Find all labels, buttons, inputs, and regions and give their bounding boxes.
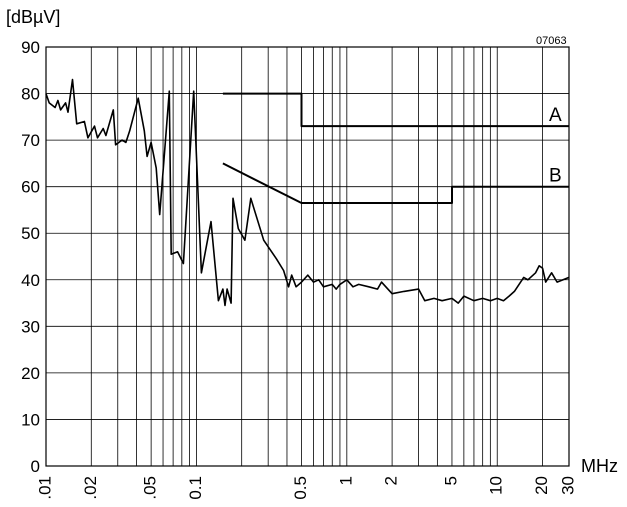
y-tick-label: 90 [21, 38, 40, 57]
x-tick-label: 10 [487, 476, 506, 495]
x-tick-label: 2 [382, 476, 401, 485]
y-tick-label: 60 [21, 178, 40, 197]
x-tick-label: 0.1 [186, 476, 205, 500]
plot-frame [45, 46, 570, 467]
x-tick-label: 30 [558, 476, 577, 495]
limit-line-b [222, 162, 569, 204]
x-tick-label: 5 [441, 476, 460, 485]
x-tick-label: .05 [141, 476, 160, 500]
y-tick-label: 70 [21, 131, 40, 150]
limit-label-b: B [549, 166, 562, 187]
x-tick-label: .01 [35, 476, 54, 500]
x-tick-label: 20 [532, 476, 551, 495]
limit-label-a: A [549, 105, 562, 126]
x-tick-label: .02 [81, 476, 100, 500]
y-tick-label: 30 [21, 317, 40, 336]
y-tick-label: 40 [21, 271, 40, 290]
measured-emission-line [45, 78, 570, 307]
tick-labels: 0 10 20 30 40 50 60 70 80 90 .01 .02 .05 0.1 0.5 1 2 5 10 2… [21, 38, 577, 500]
y-tick-label: 50 [21, 224, 40, 243]
x-tick-label: 1 [336, 476, 355, 485]
y-tick-label: 10 [21, 410, 40, 429]
figure-code: 07063 [536, 35, 567, 47]
chart-grid [45, 46, 570, 467]
limit-line-a [222, 92, 569, 128]
series-layer: AB [45, 78, 570, 307]
y-tick-label: 20 [21, 364, 40, 383]
y-tick-label: 0 [31, 457, 40, 476]
y-axis-label: [dBµV] [6, 7, 60, 27]
x-axis-label: MHz [581, 456, 618, 476]
y-tick-label: 80 [21, 85, 40, 104]
x-tick-label: 0.5 [291, 476, 310, 500]
